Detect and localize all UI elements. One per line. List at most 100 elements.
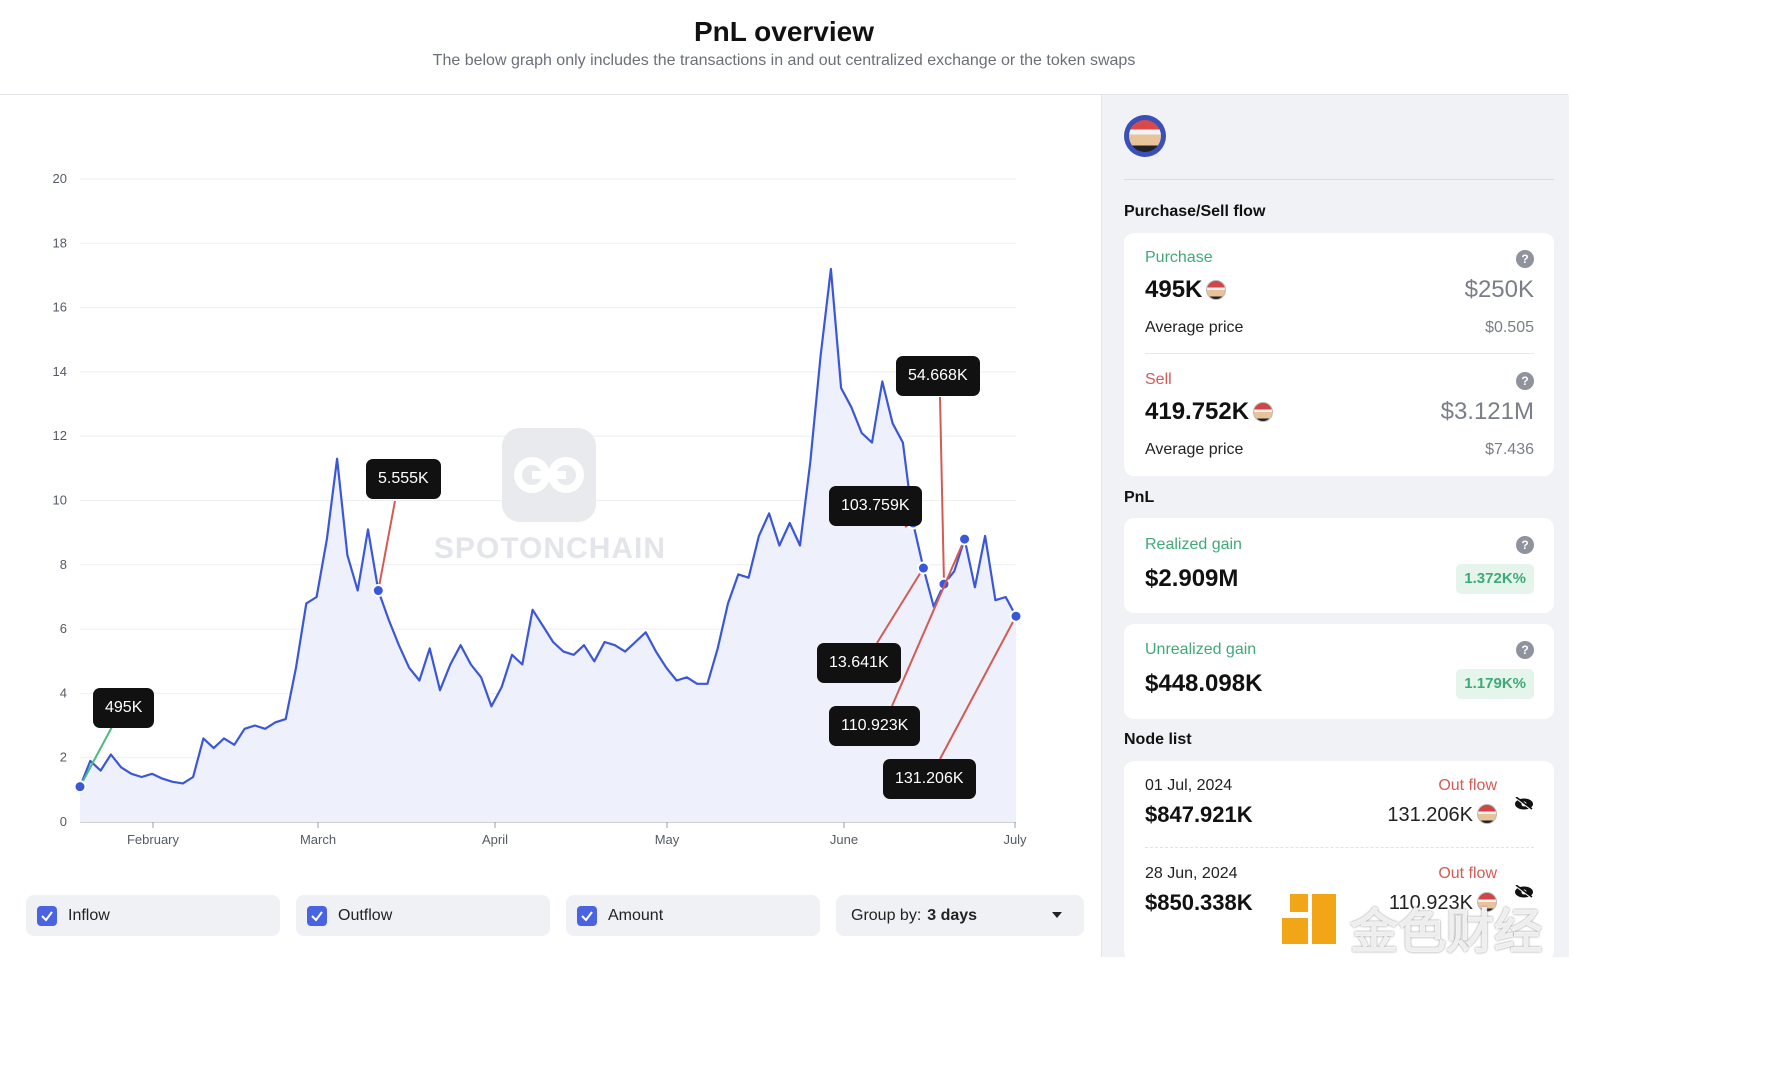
annotation-marker xyxy=(958,532,972,546)
annotation-label: 495K xyxy=(93,688,155,728)
y-tick-label: 0 xyxy=(60,814,67,829)
sell-amount-row: 419.752K xyxy=(1145,398,1274,426)
amount-label: Amount xyxy=(608,906,664,924)
unrealized-gain-label: Unrealized gain xyxy=(1145,641,1257,658)
annotation-marker xyxy=(371,584,385,598)
pnl-line xyxy=(78,267,1017,788)
caret-down-icon xyxy=(1052,912,1062,918)
token-avatar xyxy=(1124,115,1166,157)
help-icon[interactable]: ? xyxy=(1516,536,1534,554)
annotation-marker xyxy=(73,780,87,794)
y-tick-label: 12 xyxy=(53,428,67,443)
eye-slash-icon[interactable] xyxy=(1514,797,1534,811)
y-tick-label: 16 xyxy=(53,300,67,315)
sell-label: Sell xyxy=(1145,371,1172,388)
annotation-leader xyxy=(79,724,114,788)
purchase-sell-card: Purchase ? 495K $250K Average price $0.5… xyxy=(1124,233,1554,476)
annotation-label: 54.668K xyxy=(896,356,980,396)
token-portrait-icon xyxy=(1129,120,1161,152)
annotation-marker xyxy=(916,561,930,575)
token-icon xyxy=(1253,402,1274,422)
purchase-amount: 495K xyxy=(1145,276,1203,303)
x-tick-label: July xyxy=(1003,832,1027,847)
group-by-value: 3 days xyxy=(927,906,978,924)
divider xyxy=(1124,179,1554,180)
node-date: 28 Jun, 2024 xyxy=(1145,865,1238,882)
annotation-leader xyxy=(891,538,966,707)
token-icon xyxy=(1206,280,1227,300)
y-tick-label: 6 xyxy=(60,621,67,636)
help-icon[interactable]: ? xyxy=(1516,250,1534,268)
pnl-title: PnL xyxy=(1124,489,1155,506)
unrealized-gain-value: $448.098K xyxy=(1145,670,1263,697)
realized-gain-percent: 1.372K% xyxy=(1456,564,1534,594)
inflow-toggle[interactable]: Inflow xyxy=(26,895,280,936)
realized-gain-label: Realized gain xyxy=(1145,536,1242,553)
node-amount-row: 110.923K xyxy=(1389,892,1497,915)
group-by-select[interactable]: Group by: 3 days xyxy=(836,895,1084,936)
sell-usd: $3.121M xyxy=(1440,398,1534,425)
page-title: PnL overview xyxy=(693,16,874,47)
divider xyxy=(1145,353,1534,354)
node-list-card: 01 Jul, 2024 Out flow $847.921K 131.206K… xyxy=(1124,761,1554,957)
unrealized-gain-card: Unrealized gain ? $448.098K 1.179K% xyxy=(1124,624,1554,719)
purchase-usd: $250K xyxy=(1464,276,1534,303)
token-icon xyxy=(1477,804,1497,824)
amount-toggle[interactable]: Amount xyxy=(566,895,820,936)
realized-gain-card: Realized gain ? $2.909M 1.372K% xyxy=(1124,518,1554,613)
unrealized-gain-percent: 1.179K% xyxy=(1456,669,1534,699)
x-tick-label: May xyxy=(655,832,680,847)
annotation-leader xyxy=(939,615,1017,760)
checkbox-checked-icon[interactable] xyxy=(307,905,327,926)
checkbox-checked-icon[interactable] xyxy=(37,905,57,926)
node-flow: Out flow xyxy=(1438,865,1497,882)
sell-avg-label: Average price xyxy=(1145,441,1244,458)
divider xyxy=(1145,847,1534,849)
outflow-label: Outflow xyxy=(338,906,393,924)
purchase-amount-row: 495K xyxy=(1145,276,1227,304)
node-date: 01 Jul, 2024 xyxy=(1145,777,1233,794)
help-icon[interactable]: ? xyxy=(1516,641,1534,659)
jinse-logo-text: 金色财经 xyxy=(1350,904,1543,960)
pnl-area xyxy=(80,269,1016,822)
purchase-avg-label: Average price xyxy=(1145,319,1244,336)
sidebar: Purchase/Sell flow Purchase ? 495K $250K… xyxy=(1101,95,1569,957)
sell-avg-value: $7.436 xyxy=(1485,441,1534,458)
outflow-toggle[interactable]: Outflow xyxy=(296,895,550,936)
x-tick-label: June xyxy=(830,832,858,847)
node-usd: $847.921K xyxy=(1145,802,1253,827)
group-by-label: Group by: xyxy=(851,906,922,924)
purchase-sell-title: Purchase/Sell flow xyxy=(1124,203,1266,220)
eye-slash-icon[interactable] xyxy=(1514,885,1534,899)
node-amount-row: 131.206K xyxy=(1387,804,1497,827)
x-tick-label: February xyxy=(127,832,180,847)
jinse-finance-watermark: 金色财经 xyxy=(1280,888,1568,960)
annotation-leader xyxy=(939,396,945,585)
pnl-chart-area: 0 2 4 6 8 10 12 14 16 18 20 February March April May Ju… xyxy=(0,95,1100,957)
y-tick-label: 20 xyxy=(53,171,67,186)
x-tick-label: April xyxy=(482,832,508,847)
y-tick-label: 4 xyxy=(60,685,67,700)
annotation-leader xyxy=(377,500,396,591)
token-icon xyxy=(1477,892,1497,912)
annotation-label: 110.923K xyxy=(829,706,921,746)
pnl-line-chart[interactable]: 0 2 4 6 8 10 12 14 16 18 20 February March April May Ju… xyxy=(0,95,1100,885)
help-icon[interactable]: ? xyxy=(1516,372,1534,390)
annotation-leader xyxy=(876,567,925,644)
checkbox-checked-icon[interactable] xyxy=(577,905,597,926)
node-usd: $850.338K xyxy=(1145,890,1253,915)
y-tick-label: 2 xyxy=(60,750,67,765)
annotation-label: 5.555K xyxy=(366,459,441,499)
purchase-label: Purchase xyxy=(1145,249,1213,266)
annotation-label: 13.641K xyxy=(817,643,901,683)
annotation-label: 131.206K xyxy=(883,759,976,799)
y-tick-label: 14 xyxy=(53,364,67,379)
inflow-label: Inflow xyxy=(68,906,110,924)
realized-gain-value: $2.909M xyxy=(1145,565,1239,592)
y-tick-label: 8 xyxy=(60,557,67,572)
annotation-marker xyxy=(1009,609,1023,623)
jinse-logo-icon xyxy=(1282,894,1336,944)
y-tick-label: 18 xyxy=(53,235,67,250)
node-amount: 131.206K xyxy=(1387,804,1473,826)
x-tick-label: March xyxy=(300,832,336,847)
